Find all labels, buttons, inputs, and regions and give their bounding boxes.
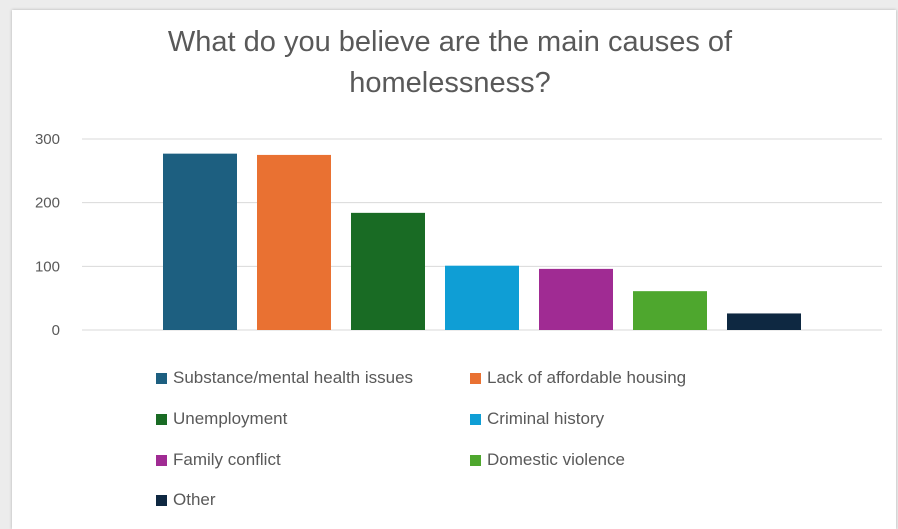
legend-label: Domestic violence xyxy=(487,450,625,469)
legend-swatch xyxy=(470,372,481,384)
legend-item: Substance/mental health issues xyxy=(156,368,413,388)
legend-label: Lack of affordable housing xyxy=(487,368,687,387)
bar xyxy=(727,313,801,330)
legend-swatch xyxy=(156,494,167,506)
y-tick-label: 0 xyxy=(52,322,60,339)
legend-item: Unemployment xyxy=(156,409,287,429)
chart-title-line-1: What do you believe are the main causes … xyxy=(167,26,733,58)
legend-label: Family conflict xyxy=(173,450,281,469)
bar xyxy=(257,154,331,330)
legend-label: Criminal history xyxy=(487,409,605,428)
legend-swatch xyxy=(156,454,167,466)
bar xyxy=(351,212,425,330)
legend-item: Domestic violence xyxy=(470,450,625,470)
legend-label: Other xyxy=(173,490,216,509)
legend-label: Substance/mental health issues xyxy=(173,368,414,387)
bar xyxy=(445,265,519,330)
bar xyxy=(633,291,707,330)
legend-swatch xyxy=(470,454,481,466)
y-tick-label: 100 xyxy=(35,258,60,275)
legend-item: Family conflict xyxy=(156,450,281,470)
legend-swatch xyxy=(156,372,167,384)
legend-item: Lack of affordable housing xyxy=(470,368,686,388)
bar xyxy=(163,153,237,330)
legend-item: Other xyxy=(156,490,216,510)
chart-title: What do you believe are the main causes … xyxy=(0,22,898,104)
legend-label: Unemployment xyxy=(173,409,288,428)
y-tick-label: 300 xyxy=(35,131,60,148)
legend-item: Criminal history xyxy=(470,409,604,429)
bar xyxy=(539,268,613,330)
legend-swatch xyxy=(470,413,481,425)
legend-swatch xyxy=(156,413,167,425)
chart-title-line-2: homelessness? xyxy=(349,67,551,99)
y-tick-label: 200 xyxy=(35,195,60,212)
